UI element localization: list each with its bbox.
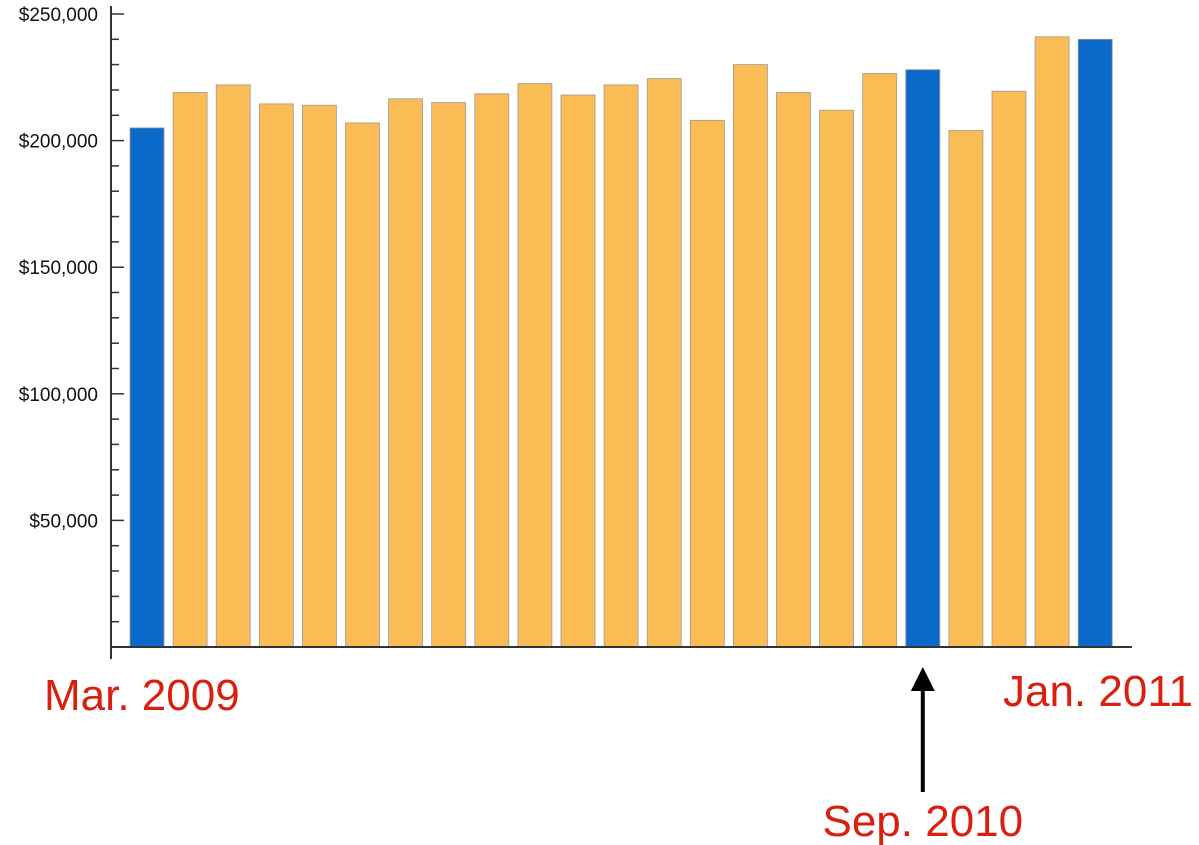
y-tick-label: $50,000: [29, 511, 98, 532]
bar: [991, 90, 1027, 648]
date-annotation: Mar. 2009: [44, 671, 240, 720]
y-ticks-group: $50,000 $100,000 $150,000 $200,000 $250,000: [19, 5, 124, 623]
bar: [474, 93, 510, 648]
annotations-group: Mar. 2009 Sep. 2010 Jan. 2011: [44, 667, 1193, 845]
bar-highlighted: [905, 69, 941, 648]
bar: [1034, 36, 1070, 648]
y-tick-label: $100,000: [19, 385, 98, 406]
bar: [603, 84, 639, 648]
bar: [560, 94, 596, 648]
bar: [388, 98, 424, 648]
bar: [431, 102, 467, 648]
bar: [733, 64, 768, 648]
date-annotation: Sep. 2010: [822, 797, 1023, 845]
bar: [517, 83, 553, 648]
bar: [862, 73, 898, 648]
bar: [258, 103, 294, 648]
y-tick-label: $250,000: [19, 5, 98, 26]
bar: [345, 122, 380, 648]
bar: [301, 104, 337, 648]
bar-highlighted: [1077, 38, 1113, 648]
bar: [776, 92, 811, 648]
bar-highlighted: [129, 127, 165, 648]
bar: [172, 92, 208, 648]
bar: [819, 109, 854, 648]
arrow-up-icon: [910, 667, 935, 691]
y-tick-label: $150,000: [19, 258, 98, 279]
bar: [689, 119, 725, 648]
bar: [646, 78, 682, 648]
bars-group: [129, 36, 1113, 648]
date-annotation: Jan. 2011: [1003, 667, 1193, 716]
bar: [215, 84, 251, 648]
y-tick-label: $200,000: [19, 132, 98, 153]
bar: [948, 130, 984, 648]
